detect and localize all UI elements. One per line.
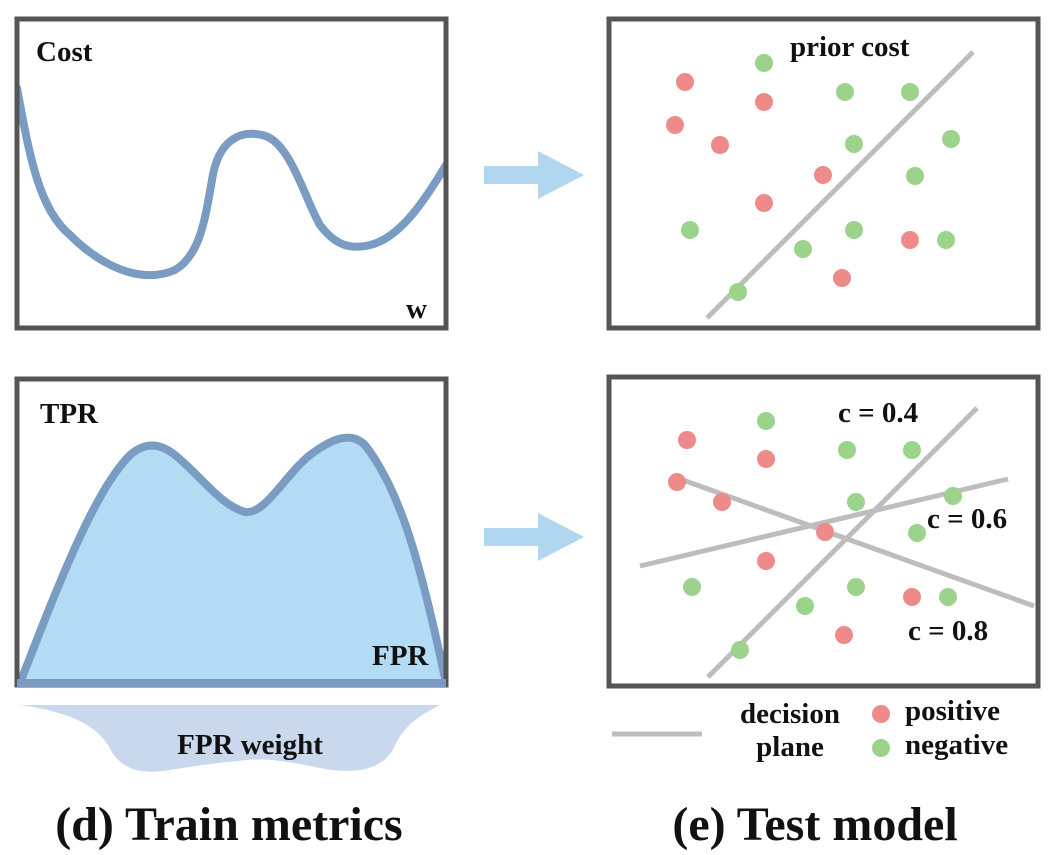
fpr-weight-shape	[20, 705, 440, 772]
positive-points	[668, 431, 921, 644]
negative-points	[681, 54, 960, 301]
negative-point	[755, 54, 773, 72]
positive-point	[755, 93, 773, 111]
positive-point	[666, 116, 684, 134]
legend-negative-dot	[872, 739, 890, 757]
negative-point	[794, 240, 812, 258]
negative-point	[681, 221, 699, 239]
legend-negative-text: negative	[905, 729, 1008, 761]
positive-point	[757, 552, 775, 570]
fpr-weight-label: FPR weight	[177, 729, 323, 761]
decision-plane-c04	[706, 406, 979, 679]
negative-point	[757, 412, 775, 430]
negative-point	[796, 597, 814, 615]
positive-point	[835, 626, 853, 644]
negative-point	[944, 487, 962, 505]
negative-point	[845, 221, 863, 239]
negative-points	[683, 412, 962, 659]
legend-decision-text: decision	[740, 698, 840, 730]
legend: decision plane positive negative	[612, 695, 1008, 763]
tpr-area	[17, 433, 446, 685]
negative-point	[838, 441, 856, 459]
positive-point	[757, 450, 775, 468]
legend-positive-dot	[872, 705, 890, 723]
prior-cost-frame	[606, 16, 1041, 331]
cost-frame	[14, 16, 449, 331]
cost-panel: Cost w	[14, 16, 449, 331]
caption-test-model: (e) Test model	[672, 798, 957, 851]
c-label-08: c = 0.8	[908, 615, 988, 647]
cost-thresholds-frame	[606, 374, 1041, 689]
negative-point	[906, 167, 924, 185]
negative-point	[903, 441, 921, 459]
decision-plane-prior	[705, 50, 975, 320]
negative-point	[729, 283, 747, 301]
cost-thresholds-panel: c = 0.4 c = 0.6 c = 0.8	[606, 374, 1041, 689]
positive-point	[814, 166, 832, 184]
positive-point	[901, 231, 919, 249]
fpr-label: FPR	[372, 640, 429, 672]
arrow-right-bottom	[484, 513, 584, 561]
legend-plane-text: plane	[756, 731, 824, 763]
negative-point	[683, 578, 701, 596]
negative-point	[847, 578, 865, 596]
negative-point	[939, 588, 957, 606]
decision-plane-c08	[679, 476, 1035, 609]
positive-point	[755, 194, 773, 212]
cost-label: Cost	[36, 36, 93, 68]
c-label-06: c = 0.6	[927, 503, 1007, 535]
negative-point	[908, 524, 926, 542]
caption-train-metrics: (d) Train metrics	[55, 798, 402, 851]
arrow-right-top	[484, 151, 584, 199]
negative-point	[942, 130, 960, 148]
positive-point	[713, 493, 731, 511]
negative-point	[836, 83, 854, 101]
positive-points	[666, 73, 919, 287]
positive-point	[668, 473, 686, 491]
c-label-04: c = 0.4	[838, 397, 918, 429]
prior-cost-panel: prior cost	[606, 16, 1041, 331]
roc-panel: TPR FPR	[14, 376, 449, 688]
positive-point	[816, 523, 834, 541]
positive-point	[678, 431, 696, 449]
negative-point	[847, 493, 865, 511]
positive-point	[711, 136, 729, 154]
negative-point	[901, 83, 919, 101]
negative-point	[845, 135, 863, 153]
positive-point	[903, 588, 921, 606]
negative-point	[937, 231, 955, 249]
w-label: w	[406, 293, 427, 325]
prior-cost-label: prior cost	[790, 31, 910, 63]
cost-curve	[17, 84, 446, 280]
positive-point	[833, 269, 851, 287]
negative-point	[731, 641, 749, 659]
tpr-label: TPR	[40, 398, 99, 430]
legend-positive-text: positive	[905, 695, 1000, 727]
positive-point	[676, 73, 694, 91]
